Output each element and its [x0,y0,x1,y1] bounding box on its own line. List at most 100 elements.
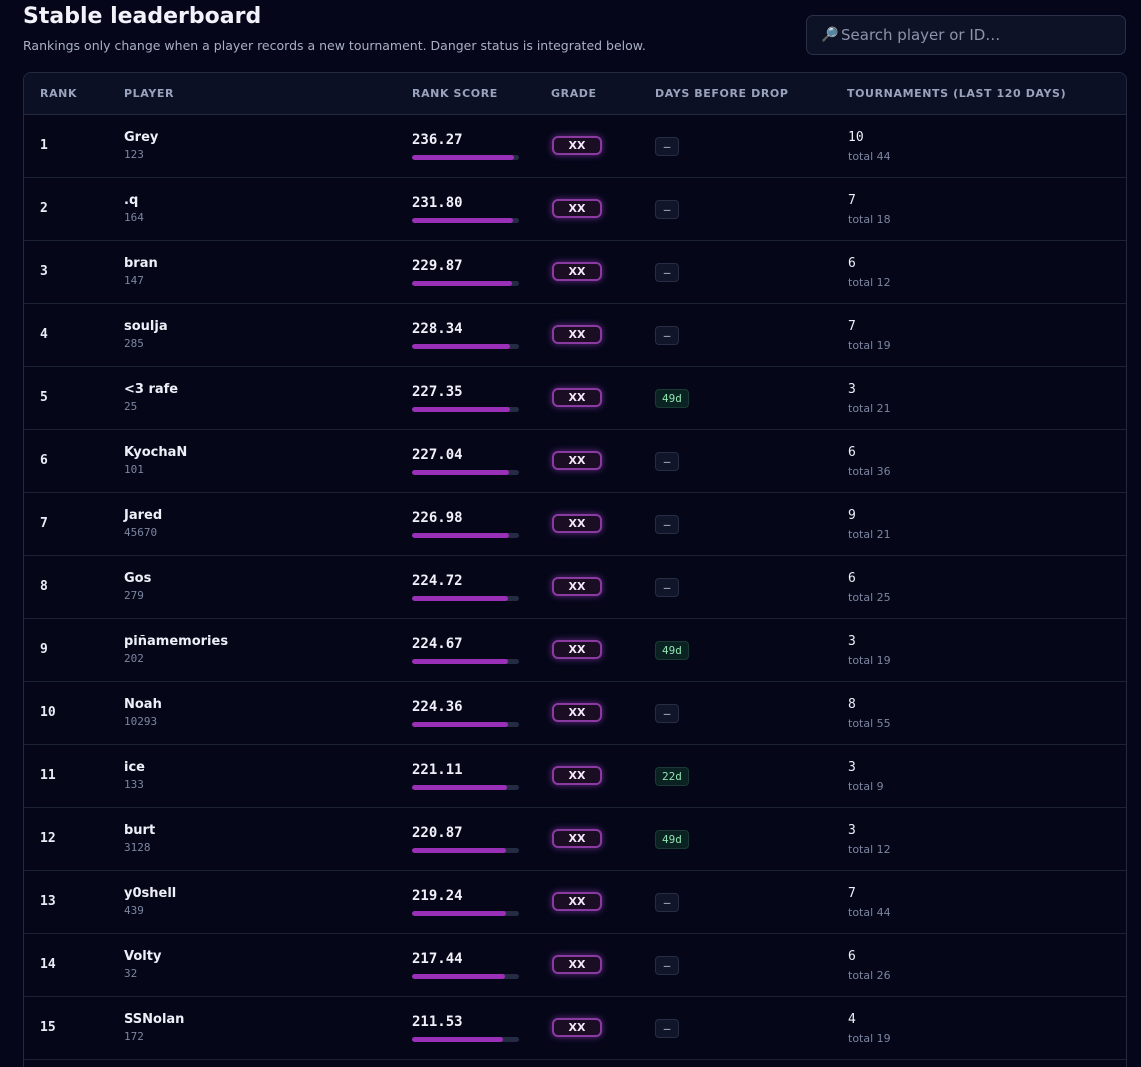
player-name[interactable]: ice [124,760,145,775]
table-body: 1 Grey 123 236.27 XX – 10 total 44 2 .q … [24,115,1126,1060]
player-id: 3128 [124,841,151,854]
tournament-count: 8 [848,697,856,712]
rank-number: 7 [40,516,48,531]
tournament-total: total 12 [848,843,891,856]
grade-badge: XX [552,262,602,281]
days-before-drop-badge: – [655,956,679,975]
player-id: 285 [124,337,144,350]
rank-score-bar-fill [412,533,510,538]
days-before-drop-badge: – [655,704,679,723]
days-before-drop-badge: – [655,893,679,912]
search-box[interactable]: 🔎 [806,15,1126,55]
table-row[interactable]: 6 KyochaN 101 227.04 XX – 6 total 36 [24,430,1126,493]
player-name[interactable]: .q [124,193,139,208]
table-row[interactable]: 3 bran 147 229.87 XX – 6 total 12 [24,241,1126,304]
table-row[interactable]: 4 soulja 285 228.34 XX – 7 total 19 [24,304,1126,367]
rank-score-value: 226.98 [412,510,463,526]
rank-score-bar [412,659,519,664]
rank-score-bar-fill [412,470,510,475]
rank-score-bar-fill [412,218,513,223]
table-row[interactable]: 13 y0shell 439 219.24 XX – 7 total 44 [24,871,1126,934]
tournament-total: total 36 [848,465,891,478]
player-name[interactable]: Grey [124,130,159,145]
page-title: Stable leaderboard [23,4,262,29]
rank-score-bar-fill [412,596,509,601]
column-header-rank-score[interactable]: RANK SCORE [412,87,498,100]
table-row[interactable]: 11 ice 133 221.11 XX 22d 3 total 9 [24,745,1126,808]
table-row[interactable]: 2 .q 164 231.80 XX – 7 total 18 [24,178,1126,241]
player-id: 279 [124,589,144,602]
table-row[interactable]: 14 Volty 32 217.44 XX – 6 total 26 [24,934,1126,997]
rank-score-bar-fill [412,407,511,412]
rank-number: 1 [40,138,48,153]
player-id: 45670 [124,526,158,539]
rank-number: 3 [40,264,48,279]
rank-score-value: 224.72 [412,573,463,589]
rank-score-value: 229.87 [412,258,463,274]
rank-score-bar [412,848,519,853]
table-row[interactable]: 5 <3 rafe 25 227.35 XX 49d 3 total 21 [24,367,1126,430]
days-before-drop-badge: 22d [655,767,689,786]
player-name[interactable]: Jared [124,508,163,523]
column-header-tournaments[interactable]: TOURNAMENTS (LAST 120 DAYS) [847,87,1067,100]
rank-score-value: 224.67 [412,636,463,652]
rank-score-bar [412,911,519,916]
player-name[interactable]: soulja [124,319,168,334]
table-row[interactable]: 7 Jared 45670 226.98 XX – 9 total 21 [24,493,1126,556]
column-header-days-before-drop[interactable]: DAYS BEFORE DROP [655,87,789,100]
player-name[interactable]: Volty [124,949,162,964]
player-name[interactable]: Noah [124,697,162,712]
player-id: 147 [124,274,144,287]
table-row[interactable]: 15 SSNolan 172 211.53 XX – 4 total 19 [24,997,1126,1060]
grade-badge: XX [552,829,602,848]
grade-badge: XX [552,892,602,911]
tournament-total: total 55 [848,717,891,730]
table-row[interactable]: 8 Gos 279 224.72 XX – 6 total 25 [24,556,1126,619]
tournament-total: total 25 [848,591,891,604]
player-name[interactable]: SSNolan [124,1012,185,1027]
rank-score-bar [412,218,519,223]
player-name[interactable]: bran [124,256,158,271]
table-row[interactable]: 12 burt 3128 220.87 XX 49d 3 total 12 [24,808,1126,871]
search-input[interactable] [841,26,1121,44]
rank-score-value: 221.11 [412,762,463,778]
tournament-count: 6 [848,571,856,586]
table-row[interactable]: 9 piñamemories 202 224.67 XX 49d 3 total… [24,619,1126,682]
grade-badge: XX [552,766,602,785]
player-name[interactable]: <3 rafe [124,382,179,397]
tournament-total: total 19 [848,654,891,667]
player-id: 101 [124,463,144,476]
column-header-rank[interactable]: RANK [40,87,78,100]
player-name[interactable]: piñamemories [124,634,229,649]
player-id: 172 [124,1030,144,1043]
rank-number: 15 [40,1020,56,1035]
player-name[interactable]: Gos [124,571,152,586]
player-name[interactable]: KyochaN [124,445,188,460]
rank-score-bar [412,155,519,160]
player-name[interactable]: y0shell [124,886,177,901]
rank-score-bar-fill [412,344,511,349]
column-header-grade[interactable]: GRADE [551,87,597,100]
rank-number: 11 [40,768,56,783]
rank-number: 12 [40,831,56,846]
rank-score-bar-fill [412,281,512,286]
rank-score-bar [412,344,519,349]
rank-score-value: 236.27 [412,132,463,148]
column-header-player[interactable]: PLAYER [124,87,175,100]
tournament-count: 7 [848,886,856,901]
days-before-drop-badge: – [655,263,679,282]
rank-score-bar-fill [412,155,514,160]
tournament-count: 3 [848,823,856,838]
days-before-drop-badge: – [655,1019,679,1038]
rank-number: 9 [40,642,48,657]
player-name[interactable]: burt [124,823,156,838]
tournament-total: total 19 [848,339,891,352]
table-row[interactable]: 1 Grey 123 236.27 XX – 10 total 44 [24,115,1126,178]
rank-score-bar-fill [412,911,507,916]
grade-badge: XX [552,388,602,407]
tournament-total: total 19 [848,1032,891,1045]
table-row[interactable]: 10 Noah 10293 224.36 XX – 8 total 55 [24,682,1126,745]
days-before-drop-badge: – [655,578,679,597]
player-id: 202 [124,652,144,665]
tournament-count: 9 [848,508,856,523]
